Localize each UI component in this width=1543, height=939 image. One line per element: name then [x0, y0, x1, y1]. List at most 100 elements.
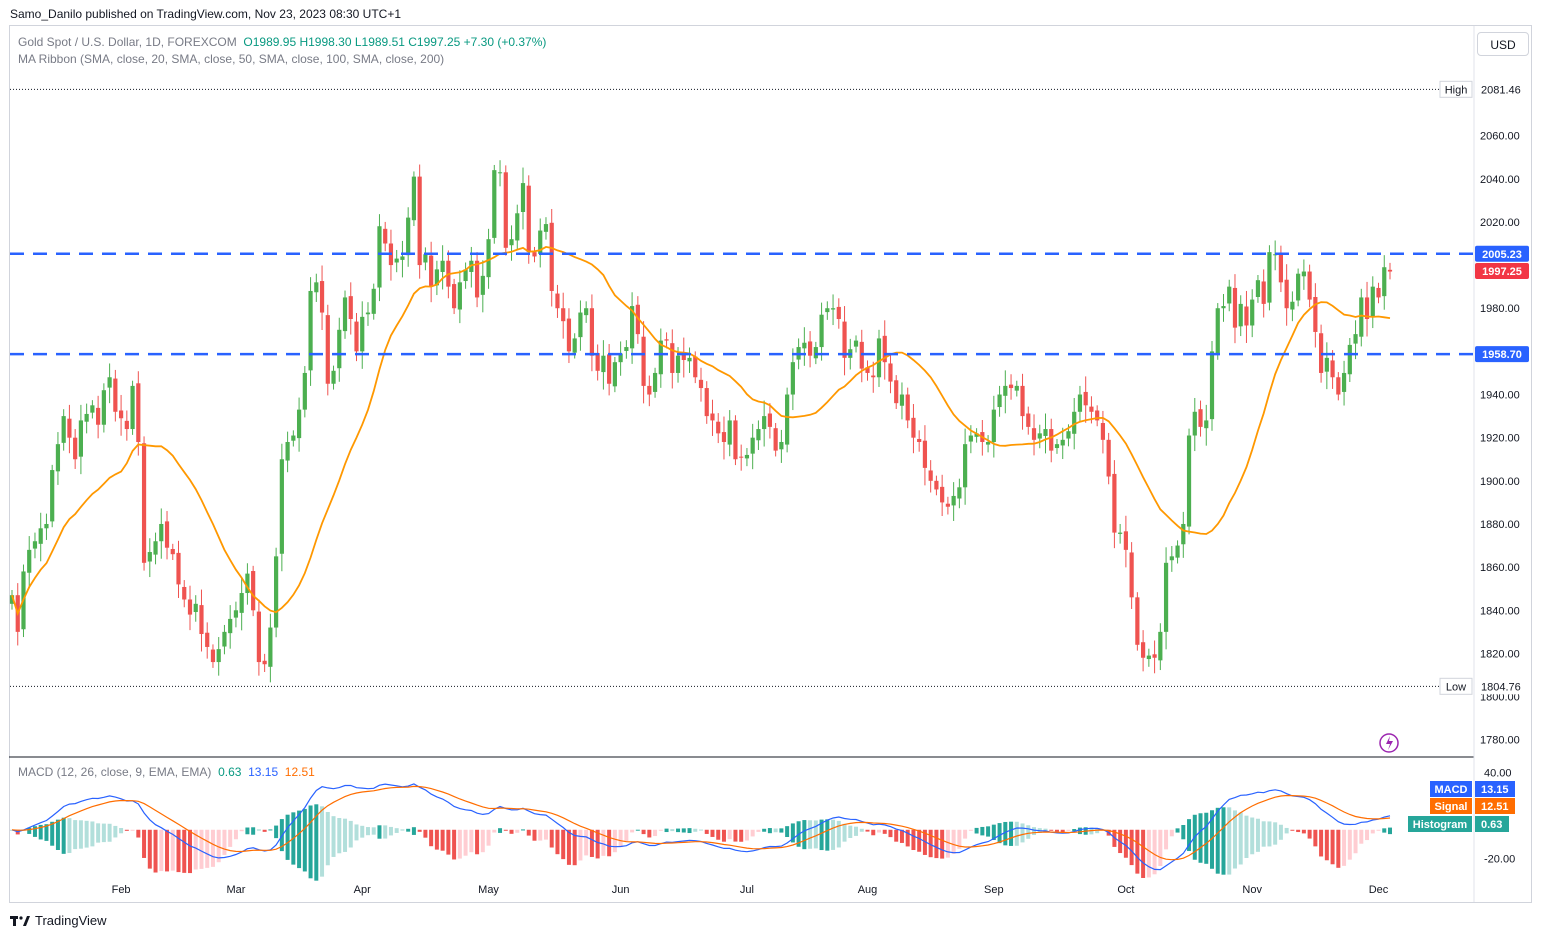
time-label: Aug — [858, 884, 878, 896]
candle-body — [704, 388, 709, 417]
symbol-name: Gold Spot / U.S. Dollar, 1D, FOREXCOM — [18, 35, 237, 49]
macd-histogram-bar — [457, 829, 462, 859]
candle-body — [96, 407, 101, 425]
macd-histogram-bar — [1370, 829, 1375, 834]
candle-body — [1364, 297, 1370, 320]
macd-histogram-bar — [1255, 818, 1260, 852]
candle-body — [216, 649, 221, 663]
macd-histogram-bar — [1020, 823, 1025, 843]
macd-histogram-bar — [1250, 817, 1255, 855]
candle-body — [27, 549, 32, 573]
macd-histogram-bar — [417, 829, 422, 832]
macd-histogram-bar — [434, 829, 439, 850]
candle-body — [853, 340, 859, 347]
macd-histogram-bar — [337, 818, 342, 854]
candle-body — [440, 260, 445, 272]
macd-histogram-bar — [566, 829, 571, 865]
time-label: May — [478, 884, 499, 896]
macd-histogram-bar — [1141, 829, 1146, 878]
ohlc-open: O1989.95 — [243, 35, 297, 49]
candle-body — [268, 627, 273, 667]
macd-histogram-bar — [532, 829, 537, 841]
macd-histogram-bar — [854, 826, 859, 836]
macd-histogram-bar — [848, 825, 853, 838]
candle-body — [1221, 306, 1226, 309]
macd-histogram-bar — [1054, 829, 1059, 832]
macd-histogram-bar — [406, 828, 411, 832]
candle-body — [515, 213, 520, 241]
macd-histogram-bar — [871, 829, 876, 836]
candle-body — [1278, 254, 1284, 283]
signal-badge-value: 12.51 — [1481, 801, 1509, 813]
candle-body — [607, 354, 612, 384]
macd-histogram-bar — [245, 827, 250, 835]
macd-histogram-bar — [101, 823, 106, 843]
macd-histogram-bar — [624, 829, 629, 842]
histogram-badge-label-box — [1408, 816, 1472, 832]
histogram-badge-value-box — [1475, 816, 1509, 832]
macd-histogram-bar — [641, 829, 646, 835]
macd-histogram-bar — [1347, 829, 1352, 860]
macd-histogram-bar — [945, 829, 950, 858]
macd-histogram-bar — [331, 816, 336, 857]
macd-hist-value: 0.63 — [218, 765, 242, 779]
macd-histogram-bar — [589, 829, 594, 857]
price-tick-label: 1940.00 — [1480, 390, 1520, 402]
candle-body — [641, 336, 646, 386]
macd-histogram-bar — [32, 826, 37, 837]
macd-histogram-bar — [785, 826, 790, 838]
candle-body — [601, 355, 606, 373]
macd-histogram-bar — [750, 829, 755, 837]
macd-histogram-bar — [721, 829, 726, 842]
macd-histogram-bar — [1382, 828, 1387, 833]
candle-body — [279, 459, 284, 554]
macd-histogram-bar — [354, 824, 359, 841]
macd-histogram-bar — [394, 828, 399, 833]
candle-body — [164, 521, 170, 548]
candle-body — [664, 339, 669, 341]
macd-histogram-bar — [819, 819, 824, 851]
macd-histogram-bar — [239, 829, 244, 832]
price-tick-label: 1980.00 — [1480, 303, 1520, 315]
footer-brand[interactable]: TradingView — [10, 913, 107, 928]
candle-body — [411, 176, 417, 221]
candle-body — [974, 433, 979, 437]
macd-histogram-bar — [1244, 815, 1249, 858]
candle-body — [595, 353, 600, 371]
candle-body — [566, 318, 572, 352]
macd-histogram-bar — [1376, 829, 1381, 831]
candle-body — [1290, 301, 1295, 310]
candle-body — [113, 378, 118, 412]
candle-body — [899, 394, 905, 406]
candle-body — [911, 417, 916, 438]
candle-body — [727, 420, 732, 445]
candle-body — [1301, 271, 1306, 277]
macd-line-value: 13.15 — [248, 765, 279, 779]
macd-histogram-bar — [773, 828, 778, 833]
candle-body — [997, 394, 1002, 408]
macd-histogram-bar — [687, 828, 692, 834]
macd-histogram-bar — [653, 829, 658, 837]
resistance-value: 2005.23 — [1482, 249, 1522, 261]
candle-body — [830, 308, 836, 310]
macd-histogram-bar — [377, 825, 382, 839]
currency-button[interactable]: USD — [1477, 32, 1529, 56]
axis-layer: 2100.002060.002040.002020.001980.001940.… — [112, 44, 1529, 896]
macd-histogram-bar — [119, 828, 124, 834]
candle-body — [371, 288, 376, 314]
candle-body — [377, 226, 382, 288]
ohlc-low: L1989.51 — [354, 35, 405, 49]
candle-body — [917, 438, 922, 442]
candle-body — [1037, 433, 1042, 439]
candle-body — [612, 362, 617, 387]
macd-histogram-bar — [1181, 825, 1186, 840]
candle-body — [32, 541, 38, 549]
candle-body — [1089, 406, 1094, 412]
candle-body — [1054, 444, 1060, 449]
macd-histogram-bar — [980, 826, 985, 836]
ma-20-line — [11, 245, 1391, 617]
macd-histogram-bar — [503, 829, 508, 831]
candle-body — [543, 224, 549, 232]
candle-body — [584, 308, 589, 316]
